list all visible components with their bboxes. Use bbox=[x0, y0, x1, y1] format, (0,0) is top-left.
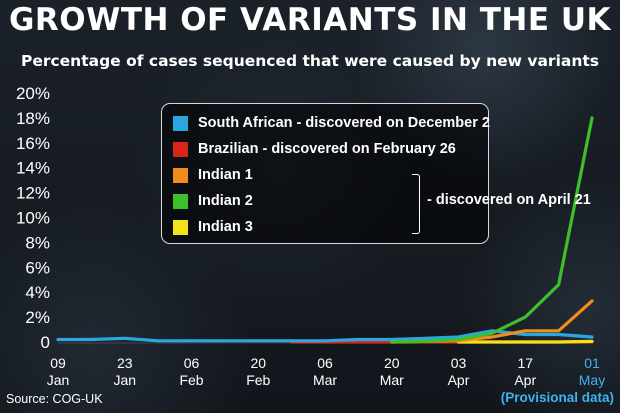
legend-label-indian-2: Indian 2 bbox=[198, 193, 253, 209]
x-tick-label-day: 17 bbox=[517, 355, 533, 371]
x-tick-label-day: 03 bbox=[451, 355, 467, 371]
x-tick-label-day: 01 bbox=[584, 355, 600, 371]
y-tick-label: 16% bbox=[16, 134, 50, 153]
legend-swatch-south-african bbox=[173, 115, 188, 131]
x-tick-label-day: 09 bbox=[50, 355, 66, 371]
series-line-indian-2 bbox=[390, 116, 594, 344]
source-note: Source: COG-UK bbox=[6, 392, 103, 406]
x-tick-label-month: Apr bbox=[514, 372, 536, 388]
legend-item-indian-1: Indian 1 bbox=[173, 164, 253, 186]
legend-box: South African - discovered on December 2… bbox=[161, 103, 591, 244]
y-tick-label: 10% bbox=[16, 209, 50, 228]
chart-title: GROWTH OF VARIANTS IN THE UK bbox=[8, 2, 612, 38]
chart-subtitle: Percentage of cases sequenced that were … bbox=[20, 52, 600, 70]
y-tick-label: 2% bbox=[25, 308, 50, 327]
legend-label-indian-3: Indian 3 bbox=[198, 219, 253, 235]
series-line-indian-3 bbox=[456, 339, 594, 344]
y-tick-label: 12% bbox=[16, 184, 50, 203]
x-tick-label-month: Feb bbox=[246, 372, 270, 388]
y-tick-label: 6% bbox=[25, 258, 50, 277]
legend-item-brazilian: Brazilian - discovered on February 26 bbox=[173, 138, 456, 160]
y-tick-label: 14% bbox=[16, 159, 50, 178]
legend-item-indian-3: Indian 3 bbox=[173, 216, 253, 238]
x-tick-label-month: Jan bbox=[47, 372, 70, 388]
legend-label-indian-1: Indian 1 bbox=[198, 167, 253, 183]
legend-label-brazilian: Brazilian - discovered on February 26 bbox=[198, 141, 456, 157]
y-tick-label: 0 bbox=[41, 333, 50, 352]
y-tick-label: 8% bbox=[25, 233, 50, 252]
x-tick-label-month: Apr bbox=[448, 372, 470, 388]
x-tick-label-month: Jan bbox=[113, 372, 136, 388]
provisional-note: (Provisional data) bbox=[500, 390, 614, 405]
x-tick-label-month: Mar bbox=[313, 372, 337, 388]
legend-item-indian-2: Indian 2 bbox=[173, 190, 253, 212]
legend-swatch-brazilian bbox=[173, 141, 188, 157]
x-tick-label-month: Feb bbox=[179, 372, 203, 388]
x-tick-label-day: 06 bbox=[317, 355, 333, 371]
legend-swatch-indian-1 bbox=[173, 167, 188, 183]
x-tick-label-day: 20 bbox=[384, 355, 400, 371]
legend-swatch-indian-2 bbox=[173, 193, 188, 209]
series-line-south-african bbox=[56, 329, 594, 343]
legend-swatch-indian-3 bbox=[173, 219, 188, 235]
x-tick-label-day: 20 bbox=[250, 355, 266, 371]
y-tick-label: 18% bbox=[16, 109, 50, 128]
x-tick-label-day: 06 bbox=[184, 355, 200, 371]
legend-item-south-african: South African - discovered on December 2 bbox=[173, 112, 490, 134]
x-tick-label-month: Mar bbox=[380, 372, 404, 388]
legend-group-label: - discovered on April 21 bbox=[427, 192, 591, 208]
x-tick-label-day: 23 bbox=[117, 355, 133, 371]
x-tick-label-month: May bbox=[579, 372, 605, 388]
y-tick-label: 20% bbox=[16, 84, 50, 103]
y-tick-label: 4% bbox=[25, 283, 50, 302]
legend-label-south-african: South African - discovered on December 2 bbox=[198, 115, 490, 131]
legend-group-bracket bbox=[412, 174, 420, 234]
